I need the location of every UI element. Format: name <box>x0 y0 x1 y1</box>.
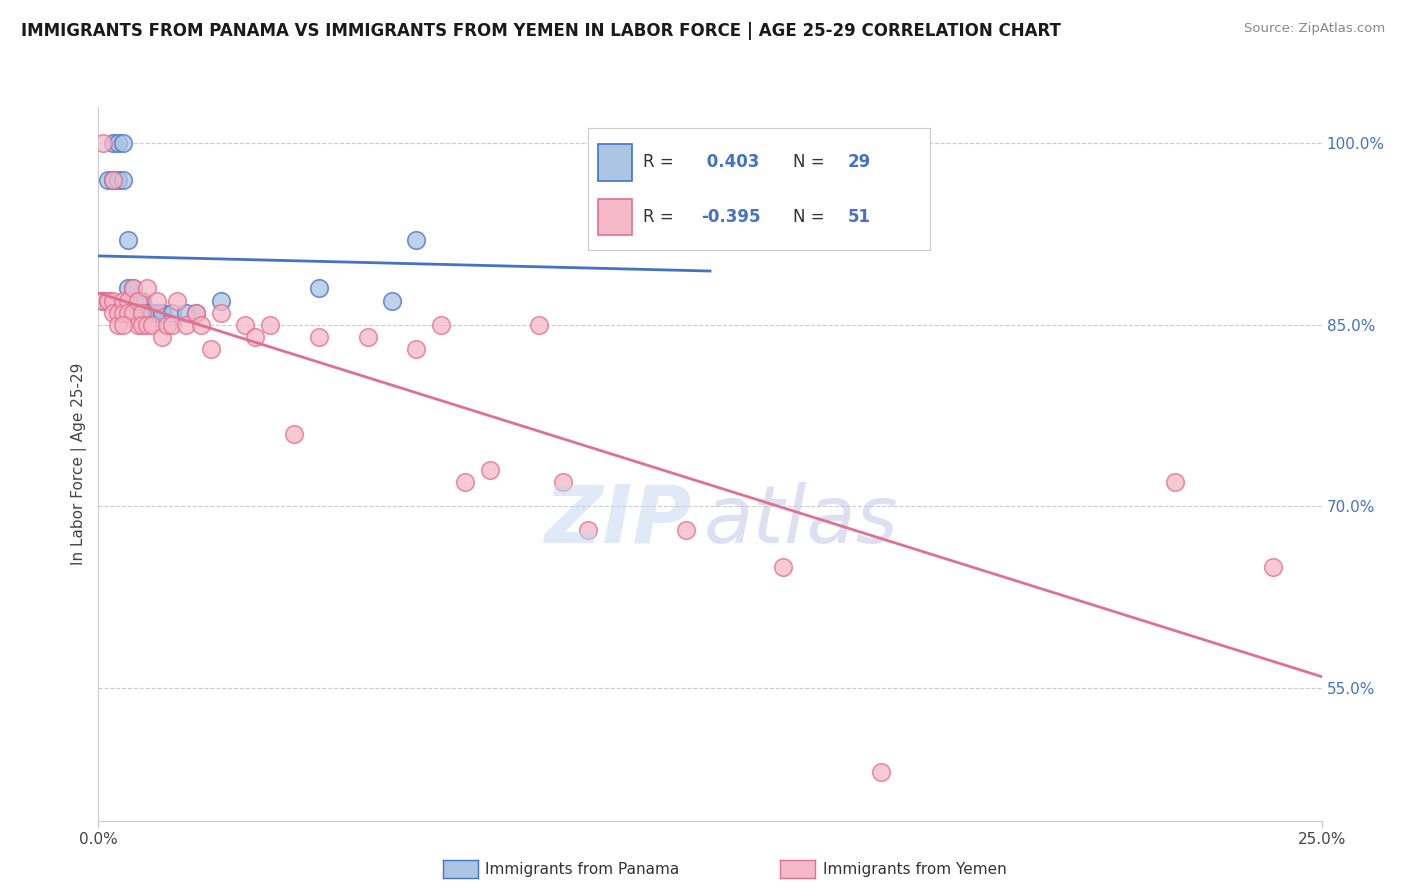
Point <box>127 293 149 308</box>
Point <box>430 318 453 332</box>
Point <box>136 318 159 332</box>
Point <box>160 306 183 320</box>
Point <box>209 306 232 320</box>
Point <box>160 318 183 332</box>
Text: Immigrants from Panama: Immigrants from Panama <box>485 863 679 877</box>
Point <box>166 293 188 308</box>
Point <box>478 463 501 477</box>
Point <box>111 293 134 308</box>
Point <box>91 136 114 151</box>
Point <box>186 306 208 320</box>
Point <box>131 293 153 308</box>
Point <box>101 172 124 186</box>
Point <box>150 306 173 320</box>
Point <box>111 172 134 186</box>
Point <box>117 281 139 295</box>
Point <box>107 306 129 320</box>
Point <box>127 293 149 308</box>
Point <box>97 293 120 308</box>
Point <box>454 475 477 489</box>
Point <box>527 318 550 332</box>
Point <box>127 318 149 332</box>
Point <box>176 318 198 332</box>
Point <box>101 172 124 186</box>
Point <box>117 306 139 320</box>
Point <box>233 318 256 332</box>
Text: IMMIGRANTS FROM PANAMA VS IMMIGRANTS FROM YEMEN IN LABOR FORCE | AGE 25-29 CORRE: IMMIGRANTS FROM PANAMA VS IMMIGRANTS FRO… <box>21 22 1062 40</box>
Point <box>553 475 575 489</box>
Point <box>405 233 427 247</box>
Point <box>243 330 266 344</box>
Point <box>101 293 124 308</box>
Point <box>1164 475 1187 489</box>
Point <box>131 306 153 320</box>
Point <box>576 524 599 538</box>
Y-axis label: In Labor Force | Age 25-29: In Labor Force | Age 25-29 <box>72 363 87 565</box>
Point <box>308 330 330 344</box>
Point <box>111 318 134 332</box>
Point <box>107 318 129 332</box>
Point <box>127 293 149 308</box>
Point <box>101 172 124 186</box>
Text: Source: ZipAtlas.com: Source: ZipAtlas.com <box>1244 22 1385 36</box>
Point <box>146 293 169 308</box>
Point <box>308 281 330 295</box>
Point <box>150 330 173 344</box>
Point <box>121 293 143 308</box>
Point <box>141 318 163 332</box>
Point <box>121 281 143 295</box>
Point <box>101 136 124 151</box>
Point <box>91 293 114 308</box>
Point <box>381 293 404 308</box>
Point <box>107 172 129 186</box>
Point <box>259 318 281 332</box>
Point <box>186 306 208 320</box>
Point <box>209 293 232 308</box>
Point <box>405 342 427 356</box>
Point <box>91 293 114 308</box>
Point <box>356 330 378 344</box>
Point <box>870 765 893 780</box>
Point <box>121 281 143 295</box>
Point <box>97 172 120 186</box>
Point <box>283 426 305 441</box>
Point <box>141 306 163 320</box>
Point <box>1261 559 1284 574</box>
Text: Immigrants from Yemen: Immigrants from Yemen <box>823 863 1007 877</box>
Point <box>117 293 139 308</box>
Point <box>111 136 134 151</box>
Text: ZIP: ZIP <box>544 482 692 560</box>
Point <box>101 306 124 320</box>
Point <box>121 306 143 320</box>
Point <box>176 306 198 320</box>
Point <box>675 196 697 211</box>
Point <box>131 318 153 332</box>
Point <box>190 318 212 332</box>
Point <box>156 318 179 332</box>
Point <box>97 293 120 308</box>
Text: atlas: atlas <box>704 482 898 560</box>
Point <box>675 524 697 538</box>
Point <box>107 136 129 151</box>
Point <box>136 306 159 320</box>
Point <box>131 306 153 320</box>
Point <box>200 342 222 356</box>
Point <box>146 306 169 320</box>
Point <box>772 559 794 574</box>
Point <box>117 233 139 247</box>
Point <box>111 306 134 320</box>
Point <box>136 281 159 295</box>
